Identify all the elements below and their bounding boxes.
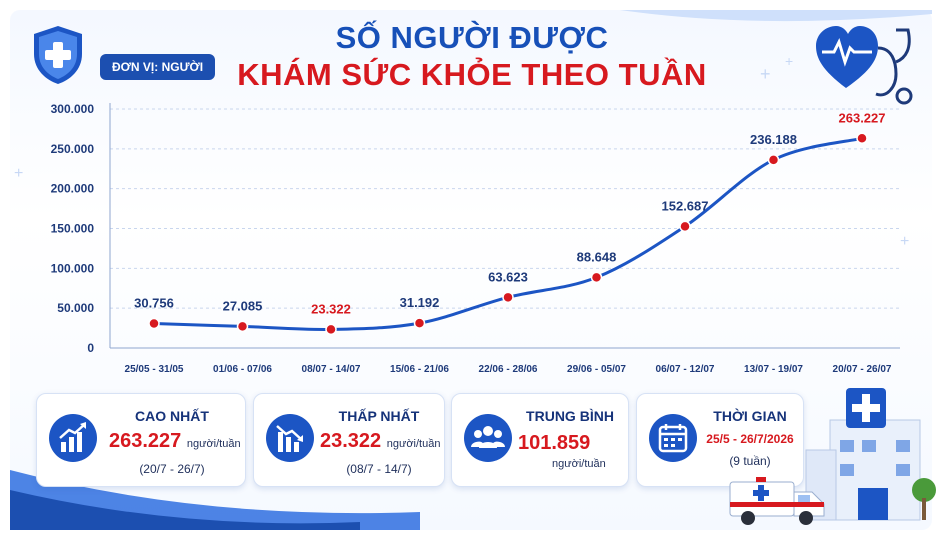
card-max-unit: người/tuần bbox=[186, 438, 241, 450]
data-label: 30.756 bbox=[134, 295, 174, 310]
card-avg-title: TRUNG BÌNH bbox=[526, 408, 614, 424]
title-line-2: KHÁM SỨC KHỎE THEO TUẦN bbox=[237, 57, 707, 92]
card-max: CAO NHẤT 263.227 người/tuần (20/7 - 26/7… bbox=[36, 393, 246, 487]
svg-text:+: + bbox=[14, 165, 23, 182]
card-max-value-wrap: 263.227 người/tuần bbox=[109, 430, 241, 453]
y-tick-label: 50.000 bbox=[57, 301, 94, 315]
y-tick-label: 150.000 bbox=[51, 222, 95, 236]
card-min-sub: (08/7 - 14/7) bbox=[346, 462, 412, 476]
data-label: 23.322 bbox=[311, 301, 351, 316]
y-tick-label: 300.000 bbox=[51, 102, 95, 116]
card-max-sub: (20/7 - 26/7) bbox=[139, 462, 205, 476]
title-line-1: SỐ NGƯỜI ĐƯỢC bbox=[335, 20, 609, 55]
data-point bbox=[148, 317, 160, 330]
card-time-sub: (9 tuần) bbox=[729, 454, 771, 468]
card-avg-value: 101.859 bbox=[518, 432, 591, 454]
svg-text:+: + bbox=[785, 53, 793, 69]
data-label: 236.188 bbox=[750, 132, 797, 147]
data-label: 63.623 bbox=[488, 269, 528, 284]
card-min-value-wrap: 23.322 người/tuần bbox=[320, 430, 440, 453]
unit-badge: ĐƠN VỊ: NGƯỜI bbox=[100, 54, 216, 80]
ambulance-illustration bbox=[729, 477, 825, 525]
data-point bbox=[856, 132, 868, 145]
card-max-value: 263.227 bbox=[109, 430, 182, 452]
data-point bbox=[590, 271, 603, 284]
x-tick-label: 13/07 - 19/07 bbox=[744, 364, 803, 375]
card-min-value: 23.322 bbox=[320, 430, 382, 452]
x-tick-label: 25/05 - 31/05 bbox=[125, 364, 184, 375]
y-tick-label: 100.000 bbox=[51, 261, 95, 275]
x-tick-label: 20/07 - 26/07 bbox=[833, 364, 892, 375]
data-point bbox=[325, 323, 337, 336]
card-time-title: THỜI GIAN bbox=[713, 408, 787, 424]
heart-stethoscope-icon bbox=[816, 26, 913, 105]
data-point bbox=[413, 317, 426, 329]
card-time: THỜI GIAN 25/5 - 26/7/2026 (9 tuần) bbox=[636, 393, 804, 487]
x-tick-label: 15/06 - 21/06 bbox=[390, 364, 449, 375]
data-label: 263.227 bbox=[839, 110, 886, 125]
y-tick-label: 250.000 bbox=[51, 142, 95, 156]
svg-text:+: + bbox=[760, 64, 771, 84]
people-group-icon bbox=[464, 414, 512, 462]
data-label: 27.085 bbox=[223, 298, 263, 313]
card-avg-unit: người/tuần bbox=[552, 458, 606, 470]
y-tick-label: 0 bbox=[87, 341, 94, 355]
x-tick-label: 29/06 - 05/07 bbox=[567, 364, 626, 375]
card-avg: TRUNG BÌNH 101.859 người/tuần bbox=[451, 393, 629, 487]
card-max-title: CAO NHẤT bbox=[135, 408, 209, 424]
x-tick-label: 22/06 - 28/06 bbox=[479, 364, 538, 375]
x-tick-label: 01/06 - 07/06 bbox=[213, 364, 272, 375]
data-label: 31.192 bbox=[400, 295, 440, 310]
data-point bbox=[767, 154, 780, 166]
x-tick-label: 08/07 - 14/07 bbox=[302, 364, 361, 375]
bar-chart-up-icon bbox=[49, 414, 97, 462]
svg-text:+: + bbox=[900, 233, 909, 250]
card-min-unit: người/tuần bbox=[386, 438, 441, 450]
data-point bbox=[236, 320, 249, 333]
hospital-illustration bbox=[805, 388, 936, 521]
card-min-title: THẤP NHẤT bbox=[338, 408, 420, 424]
card-min: THẤP NHẤT 23.322 người/tuần (08/7 - 14/7… bbox=[253, 393, 445, 487]
data-label: 88.648 bbox=[577, 249, 617, 264]
data-point bbox=[502, 291, 514, 304]
x-tick-label: 06/07 - 12/07 bbox=[656, 364, 715, 375]
calendar-icon bbox=[649, 414, 697, 462]
card-time-value: 25/5 - 26/7/2026 bbox=[706, 432, 794, 446]
y-tick-label: 200.000 bbox=[51, 182, 95, 196]
data-point bbox=[679, 220, 691, 233]
data-label: 152.687 bbox=[662, 198, 709, 213]
bar-chart-down-icon bbox=[266, 414, 314, 462]
medical-shield-icon bbox=[34, 26, 82, 84]
